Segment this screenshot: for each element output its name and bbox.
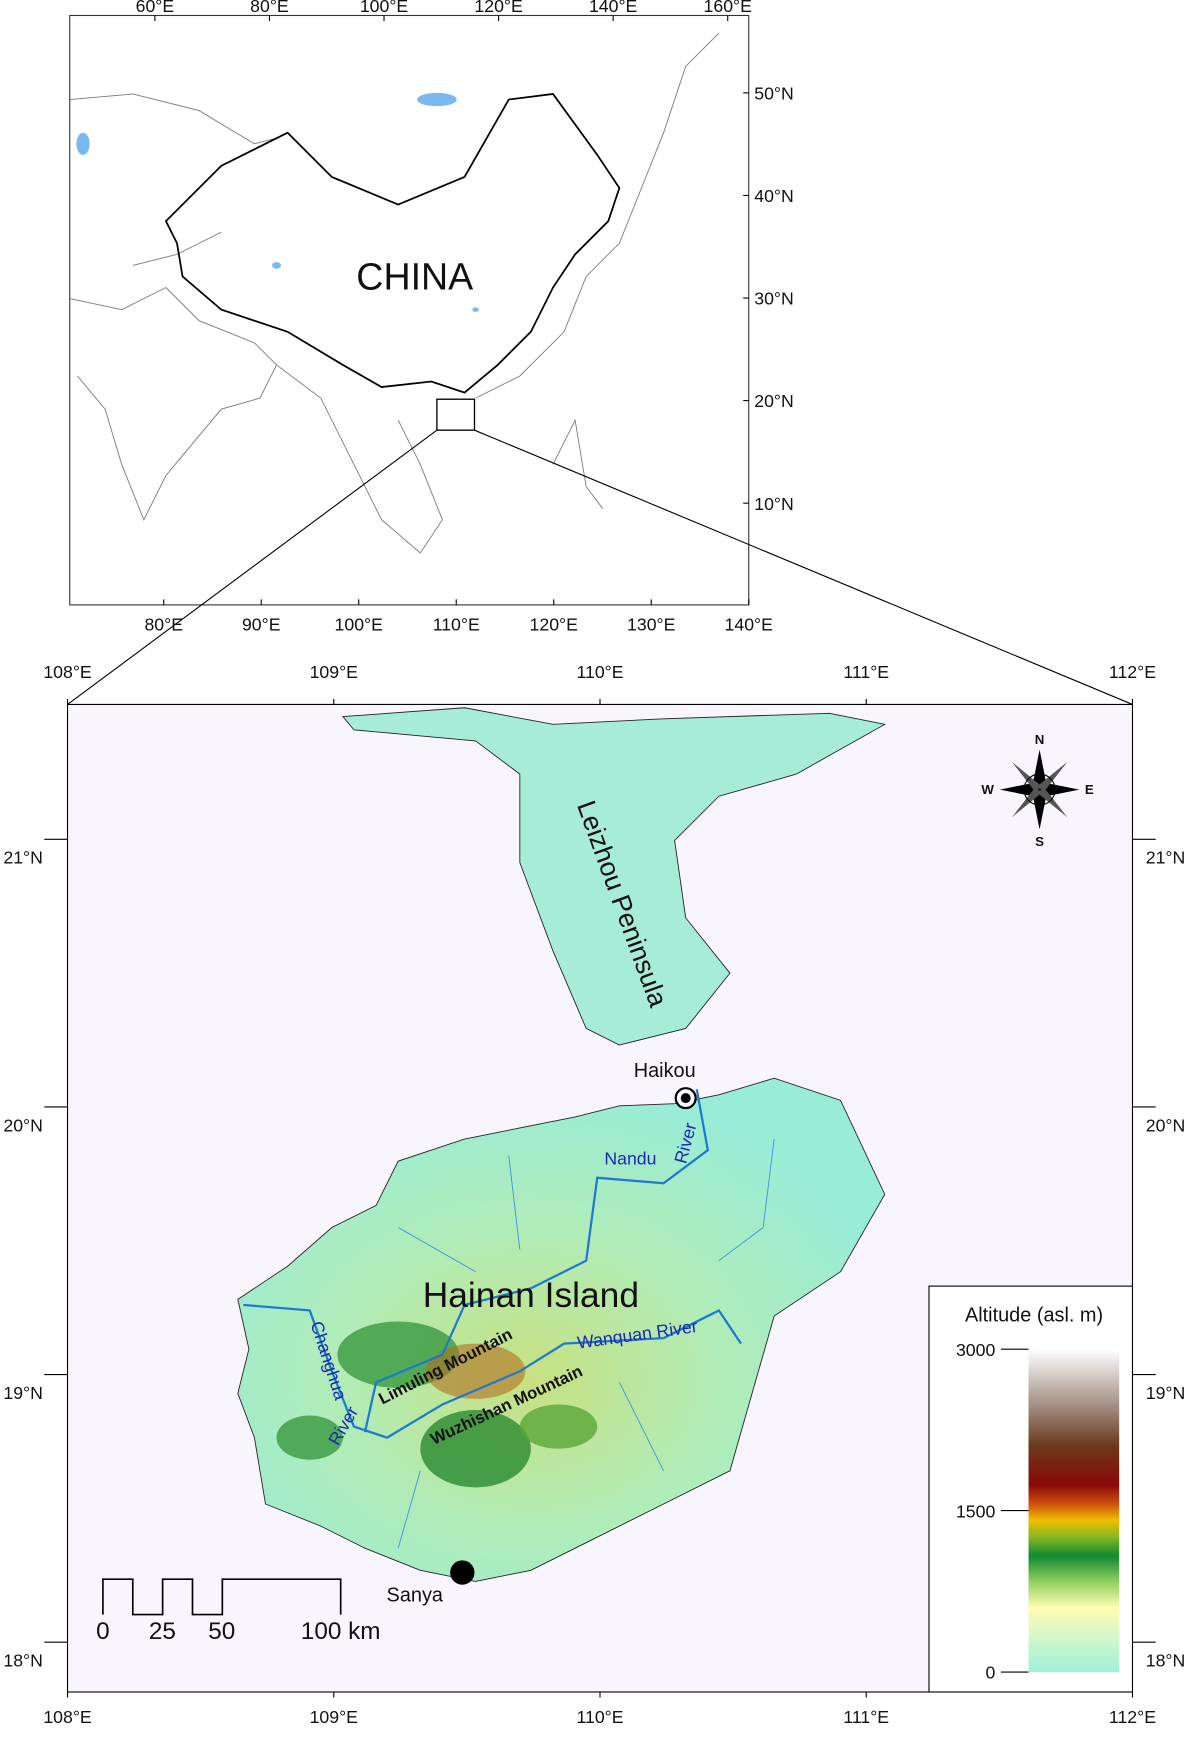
leizhou-peninsula (341, 707, 887, 1046)
x-tick-label: 130°E (627, 614, 676, 634)
compass-label: S (1035, 834, 1044, 849)
x-tick-label: 140°E (725, 614, 774, 634)
y-tick-label: 21°N (3, 848, 43, 868)
y-tick-label: 18°N (1146, 1651, 1186, 1671)
x-tick-label: 109°E (310, 1707, 359, 1727)
island-label: Hainan Island (423, 1276, 639, 1315)
x-tick-label: 80°E (250, 0, 289, 16)
mountains (276, 1321, 598, 1488)
country-label: CHINA (356, 256, 473, 298)
y-tick-label: 21°N (1146, 848, 1186, 868)
legend-title: Altitude (asl. m) (965, 1305, 1103, 1327)
x-tick-label: 112°E (1109, 662, 1156, 682)
legend-tick-label: 1500 (956, 1501, 996, 1521)
scale-label: 25 (149, 1618, 176, 1645)
x-tick-label: 120°E (530, 614, 579, 634)
y-tick-label: 30°N (754, 289, 794, 309)
river-label: Nandu (604, 1148, 656, 1168)
rivers (243, 1089, 742, 1439)
legend-tick-label: 3000 (956, 1340, 996, 1360)
scale-label: 0 (96, 1618, 110, 1645)
scale-label: 100 km (301, 1618, 381, 1645)
compass-label: E (1085, 782, 1094, 797)
y-tick-label: 19°N (1146, 1383, 1186, 1403)
x-tick-label: 90°E (242, 614, 281, 634)
lakes (76, 92, 479, 312)
y-tick-label: 50°N (754, 84, 794, 104)
x-tick-label: 120°E (474, 0, 523, 16)
tributaries (397, 1138, 775, 1549)
scale-bar (102, 1578, 342, 1616)
hainan-island (237, 1077, 886, 1582)
haikou-marker (680, 1093, 691, 1104)
y-tick-label: 19°N (3, 1383, 43, 1403)
city-label: Sanya (387, 1584, 444, 1606)
sanya-marker (450, 1560, 475, 1585)
x-tick-label: 140°E (589, 0, 638, 16)
zoom-line (67, 429, 438, 705)
city-label: Haikou (634, 1060, 696, 1082)
x-tick-label: 111°E (843, 1707, 889, 1727)
y-tick-label: 20°N (754, 391, 794, 411)
x-tick-label: 108°E (43, 662, 92, 682)
y-tick-label: 40°N (754, 186, 794, 206)
x-tick-label: 109°E (310, 662, 359, 682)
x-tick-label: 110°E (576, 1707, 623, 1727)
x-tick-label: 80°E (144, 614, 183, 634)
x-tick-label: 112°E (1109, 1707, 1156, 1727)
scale-label: 50 (208, 1618, 235, 1645)
x-tick-label: 110°E (576, 662, 623, 682)
x-tick-label: 60°E (136, 0, 175, 16)
y-tick-label: 20°N (1146, 1115, 1186, 1135)
y-tick-label: 18°N (3, 1651, 43, 1671)
x-tick-label: 108°E (43, 1707, 92, 1727)
overview-frame (69, 14, 750, 606)
country-lines (69, 32, 720, 554)
china-border (164, 93, 621, 394)
compass-label: N (1035, 732, 1045, 747)
x-tick-label: 111°E (843, 662, 889, 682)
y-tick-label: 20°N (3, 1115, 43, 1135)
x-tick-label: 100°E (335, 614, 384, 634)
y-tick-label: 10°N (754, 494, 794, 514)
color-bar (1028, 1349, 1120, 1673)
zoom-line (474, 429, 1133, 705)
zoom-box (436, 398, 476, 431)
compass-label: W (981, 782, 994, 797)
compass-rose (999, 749, 1080, 830)
x-tick-label: 100°E (360, 0, 409, 16)
x-tick-label: 110°E (433, 614, 480, 634)
x-tick-label: 160°E (704, 0, 753, 16)
legend-tick-label: 0 (986, 1663, 996, 1683)
